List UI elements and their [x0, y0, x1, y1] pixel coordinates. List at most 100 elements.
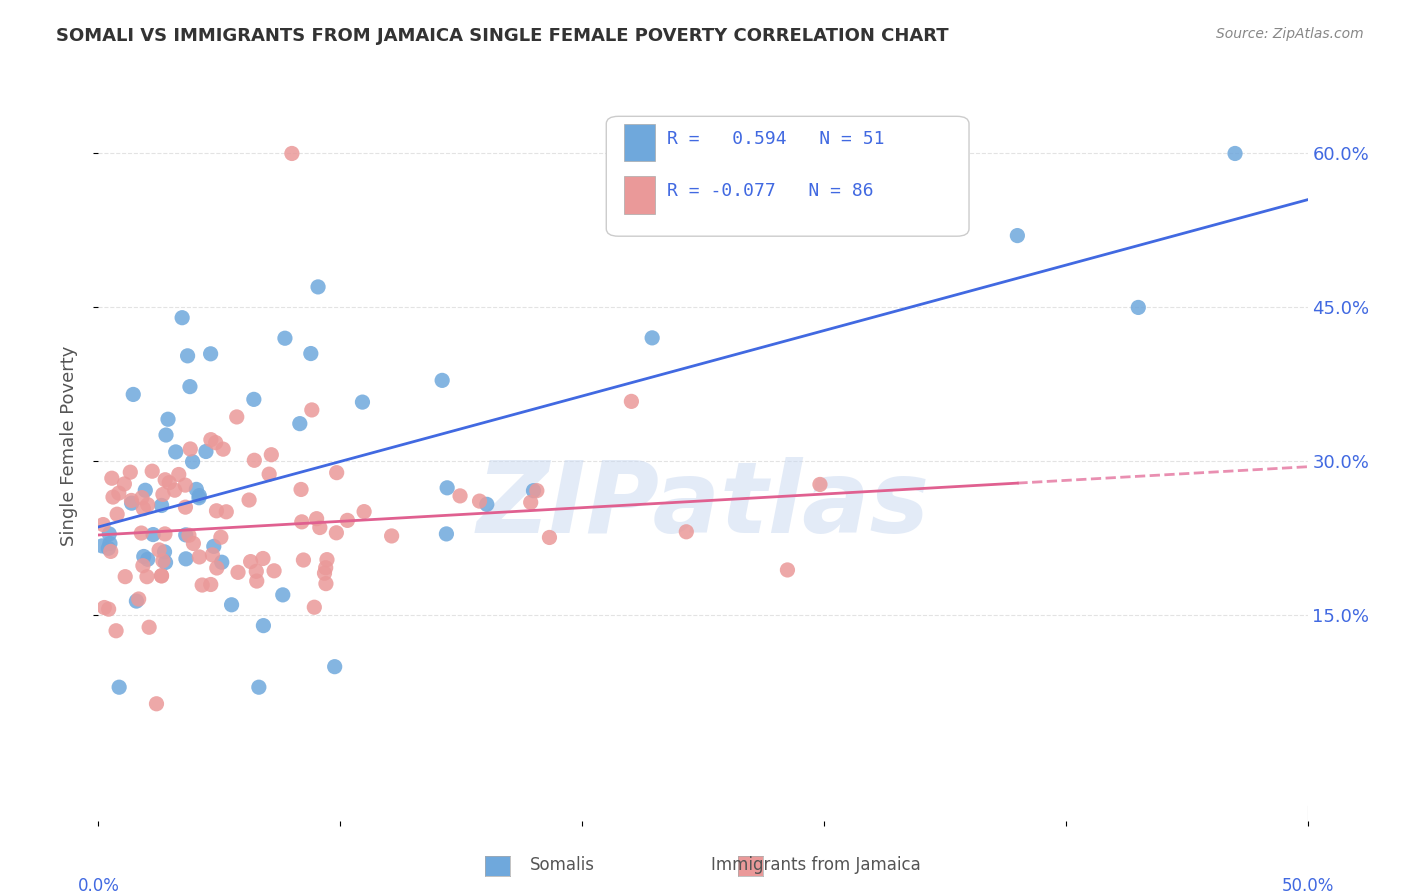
Point	[243, 392, 266, 407]
Point	[183, 536, 205, 550]
Point	[121, 496, 143, 510]
FancyBboxPatch shape	[624, 177, 655, 214]
Point	[260, 448, 283, 462]
Point	[315, 576, 337, 591]
Point	[98, 536, 121, 550]
Point	[522, 483, 544, 498]
Text: SOMALI VS IMMIGRANTS FROM JAMAICA SINGLE FEMALE POVERTY CORRELATION CHART: SOMALI VS IMMIGRANTS FROM JAMAICA SINGLE…	[56, 27, 949, 45]
Point	[138, 620, 160, 634]
Text: Source: ZipAtlas.com: Source: ZipAtlas.com	[1216, 27, 1364, 41]
Point	[150, 568, 173, 582]
Point	[145, 697, 167, 711]
Point	[97, 602, 120, 616]
Point	[148, 542, 170, 557]
Point	[205, 561, 228, 575]
Point	[108, 680, 131, 694]
Point	[105, 624, 128, 638]
Point	[201, 548, 224, 562]
Point	[336, 513, 359, 527]
Point	[252, 551, 274, 566]
Point	[307, 280, 329, 294]
Point	[174, 528, 197, 542]
Point	[156, 412, 179, 426]
Point	[1128, 301, 1150, 315]
Point	[304, 600, 326, 615]
Point	[246, 574, 269, 588]
Point	[315, 560, 337, 574]
Point	[436, 527, 458, 541]
Point	[136, 570, 159, 584]
Point	[1007, 228, 1029, 243]
Point	[776, 563, 799, 577]
Point	[257, 467, 280, 482]
Point	[167, 467, 190, 482]
Point	[157, 475, 180, 490]
Point	[98, 527, 121, 541]
Point	[179, 379, 201, 393]
Point	[301, 403, 323, 417]
Point	[808, 477, 831, 491]
Point	[131, 526, 153, 541]
Point	[142, 527, 165, 541]
Point	[252, 618, 274, 632]
Point	[97, 541, 120, 556]
Point	[205, 504, 228, 518]
FancyBboxPatch shape	[606, 116, 969, 236]
Point	[105, 507, 128, 521]
Point	[238, 493, 260, 508]
Point	[288, 417, 311, 431]
Point	[200, 433, 222, 447]
Point	[136, 498, 159, 512]
Point	[316, 552, 339, 566]
Point	[128, 592, 150, 607]
Point	[436, 481, 458, 495]
Point	[215, 505, 238, 519]
Point	[204, 435, 226, 450]
Point	[325, 466, 347, 480]
Point	[181, 455, 204, 469]
Point	[131, 491, 153, 505]
Text: 50.0%: 50.0%	[1281, 877, 1334, 892]
Text: 0.0%: 0.0%	[77, 877, 120, 892]
Point	[475, 497, 498, 511]
Point	[191, 578, 214, 592]
Point	[120, 493, 142, 508]
Point	[176, 349, 198, 363]
Point	[263, 564, 285, 578]
Point	[153, 527, 176, 541]
Point	[177, 528, 200, 542]
Point	[325, 525, 347, 540]
Point	[114, 569, 136, 583]
Y-axis label: Single Female Poverty: Single Female Poverty	[59, 346, 77, 546]
Point	[323, 659, 346, 673]
Point	[174, 551, 197, 566]
Point	[675, 524, 697, 539]
Point	[141, 464, 163, 478]
Point	[274, 331, 297, 345]
Point	[526, 483, 548, 498]
Point	[125, 594, 148, 608]
Point	[291, 515, 314, 529]
Point	[150, 569, 173, 583]
Point	[174, 478, 197, 492]
Point	[225, 409, 247, 424]
Point	[153, 545, 176, 559]
Point	[155, 428, 177, 442]
Point	[538, 531, 561, 545]
Point	[299, 346, 322, 360]
Point	[281, 146, 304, 161]
Point	[430, 373, 453, 387]
Point	[188, 491, 211, 505]
Point	[91, 539, 114, 553]
Point	[519, 495, 541, 509]
Point	[174, 500, 197, 515]
Point	[100, 544, 122, 558]
Point	[239, 555, 262, 569]
Point	[134, 483, 156, 498]
Text: Immigrants from Jamaica: Immigrants from Jamaica	[710, 855, 921, 873]
Point	[93, 600, 115, 615]
Point	[243, 453, 266, 467]
Point	[468, 494, 491, 508]
FancyBboxPatch shape	[624, 124, 655, 161]
Point	[211, 555, 233, 569]
